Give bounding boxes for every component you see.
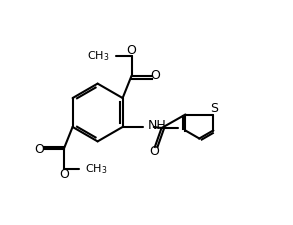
Text: O: O bbox=[59, 168, 69, 180]
Text: O: O bbox=[151, 69, 161, 82]
Text: CH$_3$: CH$_3$ bbox=[86, 162, 108, 176]
Text: S: S bbox=[210, 102, 218, 115]
Text: O: O bbox=[149, 145, 159, 158]
Text: NH: NH bbox=[148, 119, 167, 132]
Text: CH$_3$: CH$_3$ bbox=[87, 49, 110, 63]
Text: O: O bbox=[127, 45, 137, 57]
Text: O: O bbox=[34, 143, 44, 156]
